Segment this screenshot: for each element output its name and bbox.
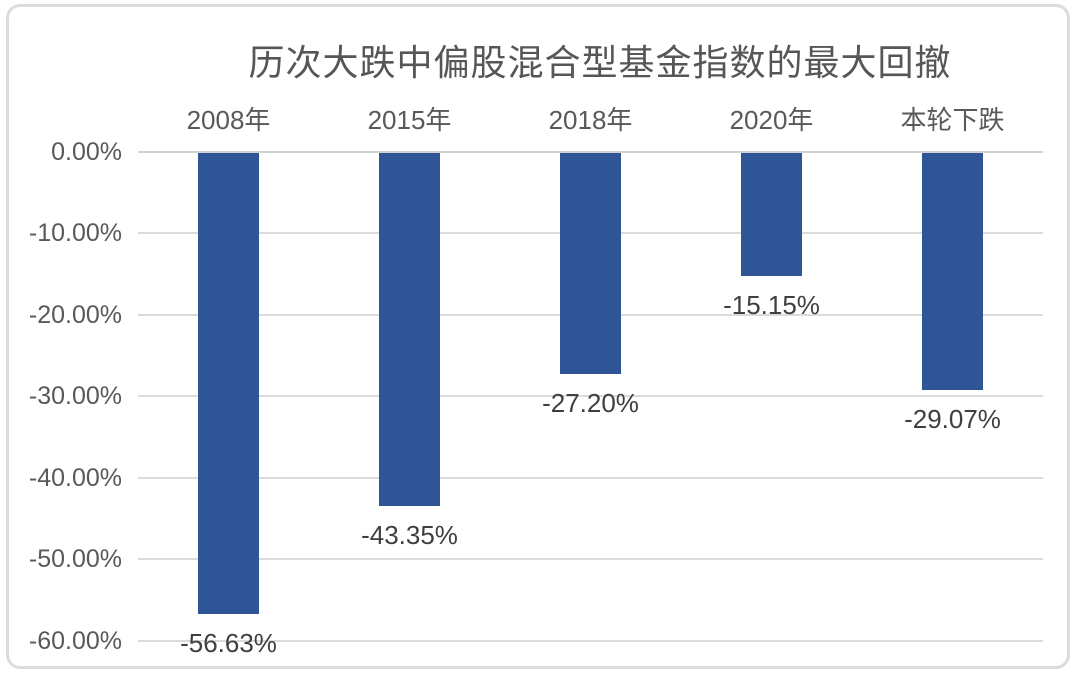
bar-2008年 — [198, 153, 259, 614]
category-label: 2018年 — [548, 105, 633, 135]
gridline — [138, 151, 1043, 153]
y-axis-tick-label: -10.00% — [28, 219, 122, 248]
category-label: 2015年 — [367, 105, 452, 135]
bar-value-label: -15.15% — [723, 290, 820, 320]
y-axis-tick-label: -30.00% — [28, 382, 122, 411]
y-axis-tick-label: -60.00% — [28, 626, 122, 655]
bar-2015年 — [379, 153, 440, 506]
gridline — [138, 395, 1043, 398]
category-label: 2008年 — [186, 105, 271, 135]
gridline — [138, 476, 1043, 479]
bar-value-label: -27.20% — [542, 388, 639, 418]
category-label: 2020年 — [729, 105, 814, 135]
bar-value-label: -29.07% — [904, 404, 1001, 434]
y-axis-tick-label: -20.00% — [28, 300, 122, 329]
bar-本轮下跌 — [922, 153, 983, 390]
gridline — [138, 639, 1043, 642]
y-axis-tick-label: -40.00% — [28, 463, 122, 492]
bar-2020年 — [741, 153, 802, 276]
y-axis-tick-label: -50.00% — [28, 545, 122, 574]
y-axis-tick-label: 0.00% — [51, 138, 122, 166]
chart-title: 历次大跌中偏股混合型基金指数的最大回撤 — [248, 42, 952, 83]
bar-value-label: -56.63% — [180, 628, 277, 658]
gridline — [138, 558, 1043, 561]
category-label: 本轮下跌 — [900, 105, 1005, 135]
bar-2018年 — [560, 153, 621, 374]
bar-value-label: -43.35% — [361, 520, 458, 550]
